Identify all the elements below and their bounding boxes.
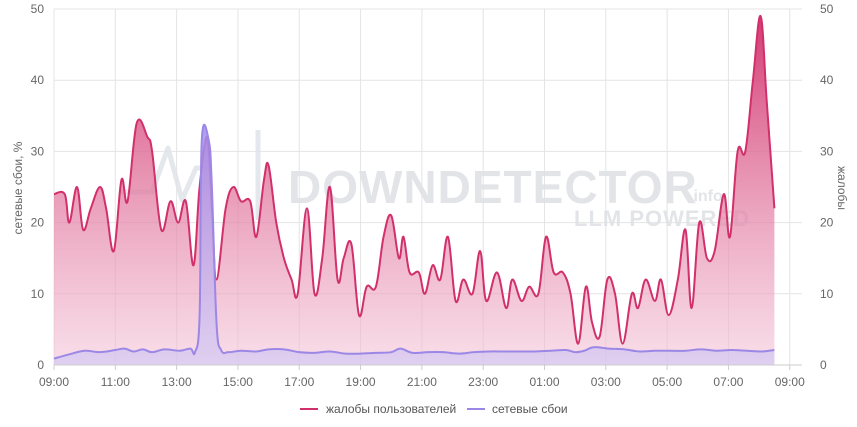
- series-area-complaints: [54, 15, 775, 366]
- x-tick-label: 17:00: [284, 375, 314, 389]
- x-tick-label: 01:00: [529, 375, 559, 389]
- y-right-tick-label: 40: [820, 73, 834, 87]
- y-right-label: жалобы: [835, 166, 849, 210]
- legend-label-complaints[interactable]: жалобы пользователей: [326, 402, 456, 416]
- watermark-brand: DOWNDETECTOR: [288, 161, 698, 213]
- y-left-tick-label: 30: [31, 144, 45, 158]
- watermark-suffix: .info: [689, 188, 723, 205]
- x-tick-label: 09:00: [775, 375, 805, 389]
- y-left-label: сетевые сбои, %: [11, 141, 25, 234]
- series-line-complaints[interactable]: [53, 15, 776, 345]
- y-right-tick-label: 10: [820, 287, 834, 301]
- x-tick-label: 11:00: [101, 375, 130, 389]
- x-tick-label: 05:00: [652, 375, 682, 389]
- y-left-tick-label: 10: [31, 287, 45, 301]
- y-right-tick-label: 0: [820, 358, 827, 372]
- x-tick-label: 21:00: [407, 375, 437, 389]
- x-tick-label: 07:00: [713, 375, 743, 389]
- series-line-outages[interactable]: [53, 123, 775, 360]
- y-right-tick-label: 30: [820, 144, 834, 158]
- x-tick-label: 23:00: [468, 375, 498, 389]
- y-left-tick-label: 40: [31, 73, 45, 87]
- y-left-tick-label: 50: [31, 2, 45, 16]
- legend: жалобы пользователей сетевые сбои: [300, 402, 568, 416]
- x-tick-label: 09:00: [39, 375, 69, 389]
- y-right-tick-label: 20: [820, 216, 834, 230]
- x-tick-label: 15:00: [223, 375, 253, 389]
- y-right-tick-label: 50: [820, 2, 834, 16]
- y-left-tick-label: 0: [37, 358, 44, 372]
- x-tick-label: 19:00: [346, 375, 376, 389]
- series: [53, 15, 776, 366]
- axes: 0 10 20 30 40 50 0 10 20 30 40 50 09:00 11:00 13:00 15:…: [31, 2, 834, 389]
- x-tick-label: 13:00: [162, 375, 192, 389]
- x-tick-label: 03:00: [591, 375, 621, 389]
- legend-label-outages[interactable]: сетевые сбои: [492, 402, 568, 416]
- y-left-tick-label: 20: [31, 216, 45, 230]
- watermark: DOWNDETECTOR .info LLM POWERED: [120, 130, 749, 231]
